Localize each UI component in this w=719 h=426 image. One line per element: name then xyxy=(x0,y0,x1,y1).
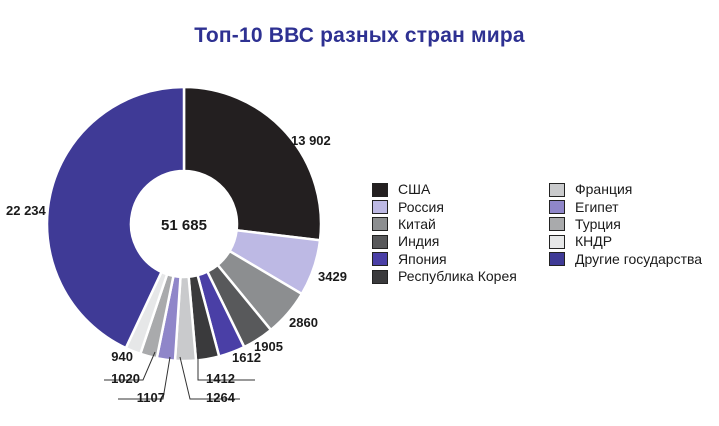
leader-line-6 xyxy=(197,352,255,381)
legend-label: США xyxy=(398,181,431,198)
data-label-9: 1020 xyxy=(111,371,140,386)
legend-swatch xyxy=(372,252,388,267)
legend-label: КНДР xyxy=(575,233,613,250)
total-label: 51 685 xyxy=(161,217,207,234)
data-label-6: 1412 xyxy=(206,371,235,386)
legend-item-8: Египет xyxy=(549,198,702,215)
leader-line-8 xyxy=(118,356,171,400)
legend-label: Турция xyxy=(575,215,621,232)
legend-label: Япония xyxy=(398,250,447,267)
legend-item-3: Китай xyxy=(372,216,517,233)
data-label-5: 1612 xyxy=(232,350,261,365)
legend-item-9: Турция xyxy=(549,216,702,233)
legend-label: Другие государства xyxy=(575,250,703,267)
legend-swatch xyxy=(372,234,388,249)
legend-item-10: КНДР xyxy=(549,233,702,250)
slice-11 xyxy=(45,85,186,350)
legend-item-4: Индия xyxy=(372,233,517,250)
legend-item-1: США xyxy=(372,181,517,198)
data-label-8: 1107 xyxy=(137,390,165,405)
leader-lines xyxy=(104,351,255,400)
legend-swatch xyxy=(549,200,565,215)
legend-right: Франция Египет Турция КНДР Другие государств… xyxy=(549,181,702,268)
legend-swatch xyxy=(372,269,388,284)
leader-line-9 xyxy=(104,351,156,381)
legend-item-2: Россия xyxy=(372,198,517,215)
legend-left: США Россия Китай Индия Япония Республика Коре… xyxy=(372,181,517,285)
legend-item-5: Япония xyxy=(372,251,517,268)
data-label-3: 2860 xyxy=(289,315,318,330)
legend-label: Республика Корея xyxy=(398,268,517,285)
legend-item-6: Республика Корея xyxy=(372,268,517,285)
slice-1 xyxy=(182,85,323,242)
legend-item-7: Франция xyxy=(549,181,702,198)
leader-line-7 xyxy=(179,356,240,400)
data-label-7: 1264 xyxy=(206,390,236,405)
legend-swatch xyxy=(549,182,565,197)
legend-swatch xyxy=(549,234,565,249)
slices-group xyxy=(45,85,323,363)
data-label-2: 3429 xyxy=(318,269,347,284)
legend-label: Индия xyxy=(398,233,440,250)
legend-swatch xyxy=(372,217,388,232)
data-label-10: 940 xyxy=(111,349,133,364)
data-label-11: 22 234 xyxy=(6,203,47,218)
data-label-4: 1905 xyxy=(254,339,283,354)
legend-swatch xyxy=(549,252,565,267)
legend-swatch xyxy=(549,217,565,232)
legend-label: Франция xyxy=(575,181,633,198)
legend-swatch xyxy=(372,182,388,197)
legend-label: Китай xyxy=(398,215,436,232)
legend-item-11: Другие государства xyxy=(549,251,702,268)
legend-label: Россия xyxy=(398,198,444,215)
data-label-1: 13 902 xyxy=(291,133,331,148)
legend-label: Египет xyxy=(575,198,619,215)
chart-title: Топ-10 ВВС разных стран мира xyxy=(194,24,525,47)
legend-swatch xyxy=(372,200,388,215)
